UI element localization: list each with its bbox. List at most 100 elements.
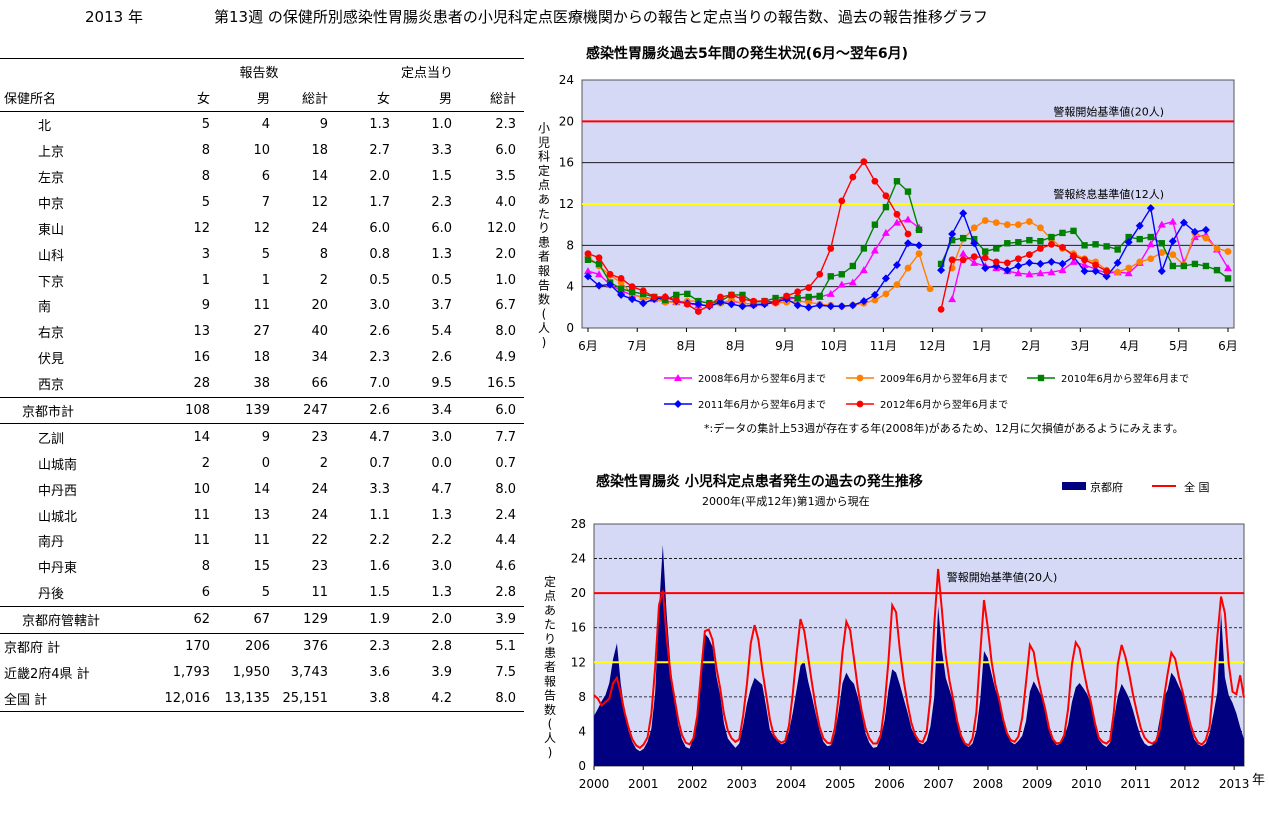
row-male: 12 (253, 220, 270, 236)
row-per-female: 1.6 (369, 559, 390, 575)
data-point (1070, 227, 1077, 235)
row-per-male: 2.3 (431, 194, 452, 210)
data-point (1136, 235, 1143, 243)
row-per-female: 2.7 (369, 143, 390, 159)
row-per-female: 0.8 (369, 246, 390, 262)
data-point (1168, 217, 1177, 225)
group-header-reports: 報告数 (130, 57, 328, 85)
row-name: 山城南 (38, 457, 78, 473)
data-point (1113, 258, 1122, 267)
data-point (937, 266, 946, 275)
row-name: 京都府 計 (4, 641, 61, 657)
row-male: 14 (253, 481, 270, 497)
row-name: 南丹 (38, 535, 65, 551)
row-per-total: 8.0 (495, 324, 516, 340)
x-tick-label: 2007 (923, 777, 954, 791)
data-point (716, 298, 725, 307)
x-tick-label: 12月 (919, 339, 946, 353)
data-point (859, 266, 868, 274)
data-point (750, 297, 757, 305)
row-per-male: 6.0 (431, 220, 452, 236)
row-name: 上京 (38, 145, 65, 161)
x-tick-label: 2000 (579, 777, 610, 791)
data-point (904, 264, 912, 272)
data-point (628, 283, 636, 291)
data-point (948, 295, 957, 303)
row-per-total: 6.0 (452, 396, 516, 425)
data-point (805, 298, 813, 306)
row-per-female: 3.3 (369, 481, 390, 497)
x-tick-label: 10月 (821, 339, 848, 353)
data-point (1004, 240, 1011, 247)
legend-marker (856, 374, 864, 382)
data-point (1003, 266, 1012, 275)
data-point (870, 290, 879, 299)
data-point (982, 248, 989, 255)
row-total: 9 (319, 117, 328, 133)
row-name: 伏見 (38, 352, 65, 368)
row-per-total: 4.0 (495, 194, 516, 210)
series-5 (584, 158, 1111, 315)
row-male: 1 (261, 272, 270, 288)
national-line (593, 568, 1245, 750)
data-point (1191, 260, 1199, 268)
row-male: 27 (253, 324, 270, 340)
x-tick-label: 6月 (1218, 339, 1238, 353)
row-per-total: 2.3 (495, 117, 516, 133)
x-tick-label: 1月 (972, 339, 992, 353)
y-tick-label: 8 (578, 690, 586, 704)
data-point (1179, 218, 1188, 227)
table-row: 山科 3 5 8 0.8 1.3 2.0 (0, 241, 524, 267)
row-per-female: 2.2 (369, 533, 390, 549)
data-point (595, 281, 604, 290)
legend-marker (674, 400, 682, 408)
row-per-female: 7.0 (369, 376, 390, 392)
row-total: 25,151 (270, 685, 328, 713)
row-total: 129 (270, 605, 328, 634)
data-point (1169, 251, 1177, 259)
row-per-male: 1.3 (431, 246, 452, 262)
row-per-total: 5.1 (495, 639, 516, 655)
row-total: 2 (319, 455, 328, 471)
data-point (684, 290, 691, 298)
row-female: 11 (193, 507, 210, 523)
data-point (1014, 255, 1022, 263)
data-point (739, 295, 746, 303)
col-header-per-female: 女 (328, 84, 390, 112)
y-tick-label: 12 (559, 197, 574, 211)
data-point (915, 241, 924, 250)
data-point (826, 289, 835, 297)
data-point (584, 272, 592, 281)
col-header-per-male: 男 (390, 84, 452, 112)
row-per-male: 2.2 (431, 533, 452, 549)
data-point (617, 285, 625, 292)
data-point (981, 217, 989, 224)
data-point (1070, 252, 1077, 260)
row-per-female: 2.6 (369, 324, 390, 340)
x-tick-label: 2004 (776, 777, 807, 791)
data-point (1014, 221, 1022, 229)
data-point (1224, 275, 1232, 282)
data-point (827, 273, 834, 280)
row-male: 6 (261, 169, 270, 184)
report-year: 2013 年 (85, 8, 143, 26)
x-tick-label: 2005 (825, 777, 856, 791)
data-point (606, 270, 614, 278)
row-per-male: 4.2 (390, 685, 452, 713)
threshold-label: 警報開始基準値(20人) (1053, 104, 1164, 118)
x-tick-label: 2008 (973, 777, 1004, 791)
table-row: 丹後 6 5 11 1.5 1.3 2.8 (0, 580, 524, 606)
data-point (1213, 266, 1221, 274)
row-per-total: 7.7 (495, 429, 516, 445)
legend-label: 2012年6月から翌年6月まで (880, 398, 1008, 411)
data-point (893, 281, 901, 288)
threshold-label: 警報終息基準値(12人) (1053, 187, 1164, 201)
data-point (683, 300, 691, 308)
data-point (1037, 238, 1044, 245)
data-point (1069, 257, 1078, 265)
row-per-male: 1.3 (431, 507, 452, 523)
row-total: 8 (319, 246, 328, 262)
data-point (1037, 245, 1044, 252)
data-point (1026, 236, 1033, 244)
row-total: 12 (311, 194, 328, 210)
